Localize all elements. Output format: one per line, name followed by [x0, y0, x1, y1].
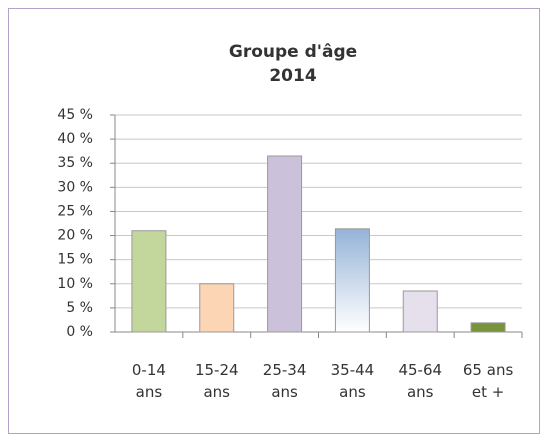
- y-tick-label: 25 %: [57, 203, 93, 219]
- bar: [199, 283, 235, 333]
- x-tick-label: 0-14 ans: [131, 361, 166, 401]
- x-tick-label: 45-64 ans: [398, 361, 443, 401]
- y-tick-label: 15 %: [57, 252, 93, 268]
- y-tick-label: 45 %: [57, 107, 93, 123]
- chart-subtitle: 2014: [269, 66, 316, 86]
- x-tick-label: 25-34 ans: [262, 361, 307, 401]
- x-tick-label: 35-44 ans: [330, 361, 375, 401]
- bar: [334, 228, 370, 333]
- y-tick-label: 5 %: [66, 300, 93, 316]
- chart-title: Groupe d'âge: [229, 42, 357, 62]
- y-tick-label: 35 %: [57, 155, 93, 171]
- y-tick-label: 20 %: [57, 228, 93, 244]
- bar: [131, 230, 167, 333]
- x-tick-label: 65 ans et +: [462, 361, 514, 401]
- y-tick-label: 40 %: [57, 131, 93, 147]
- y-tick-label: 0 %: [66, 324, 93, 340]
- y-tick-label: 30 %: [57, 179, 93, 195]
- x-tick-label: 15-24 ans: [194, 361, 239, 401]
- y-tick-label: 10 %: [57, 276, 93, 292]
- bar: [470, 322, 506, 333]
- bar: [267, 155, 303, 333]
- bar: [402, 290, 438, 333]
